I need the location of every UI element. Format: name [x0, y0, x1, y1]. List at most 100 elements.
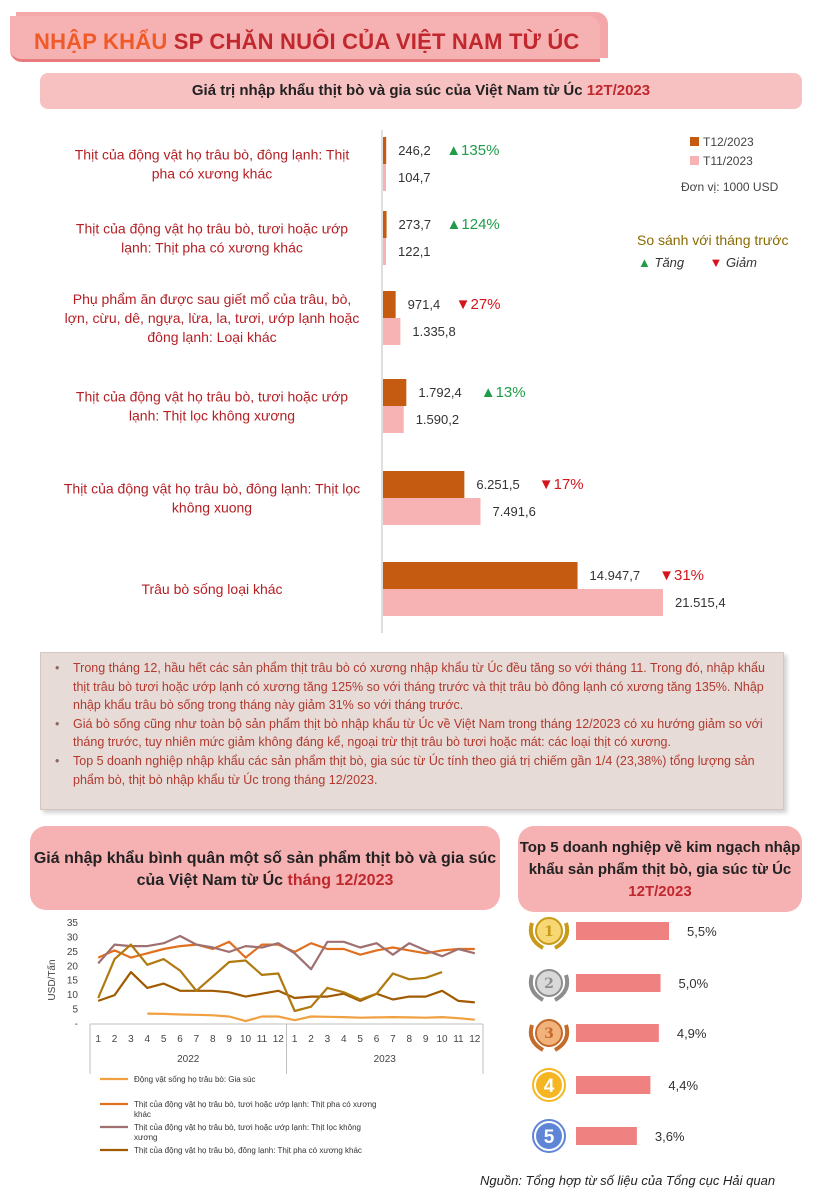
line-legend-line: Thịt của động vật họ trâu bò, tươi hoặc …	[134, 1100, 376, 1109]
x-tick-label: 6	[177, 1034, 183, 1045]
source-note: Nguồn: Tổng hợp từ số liệu của Tổng cục …	[480, 1173, 776, 1188]
line-legend-line: khác	[134, 1110, 151, 1119]
x-tick-label: 11	[257, 1034, 268, 1045]
medal-icon	[535, 969, 563, 997]
y-tick-label: 30	[67, 932, 79, 943]
bar-category-line: Phụ phẩm ăn được sau giết mổ của trâu, b…	[73, 291, 352, 307]
bar-category-label: Thịt của động vật họ trâu bò, tươi hoặc …	[76, 389, 348, 424]
line-series	[97, 934, 476, 971]
compare-legend: ▲ Tăng ▼ Giảm	[638, 255, 757, 270]
line-series	[147, 1012, 475, 1023]
bar-value-label-t12: 246,2	[398, 143, 431, 158]
bar-t12	[383, 137, 387, 164]
banner-main: NHẬP KHẨU SP CHĂN NUÔI CỦA VIỆT NAM TỪ Ú…	[10, 16, 600, 62]
rank-value-label: 5,5%	[687, 924, 717, 939]
rank-value-label: 3,6%	[655, 1129, 685, 1144]
bar-t12	[383, 291, 396, 318]
rank-value-label: 4,4%	[668, 1078, 698, 1093]
x-tick-label: 10	[437, 1034, 449, 1045]
y-tick-label: 20	[67, 961, 79, 972]
line-legend-line: Thịt của động vật họ trâu bò, tươi hoặc …	[134, 1123, 361, 1132]
bar-t12	[383, 471, 465, 498]
legend-swatch-t12	[690, 137, 699, 146]
medal-number: 2	[544, 976, 554, 992]
badge-icon	[536, 1072, 562, 1098]
compare-up-label: Tăng	[654, 255, 685, 270]
rank-bar	[576, 974, 661, 992]
x-tick-label: 3	[128, 1034, 134, 1045]
chart-subtitle: Giá trị nhập khẩu thịt bò và gia súc của…	[192, 82, 650, 99]
line-title-period: tháng 12/2023	[287, 872, 394, 889]
bar-category-line: lợn, cừu, dê, ngựa, lừa, la, tươi, ướp l…	[65, 310, 360, 326]
laurel-right-icon	[553, 1024, 570, 1052]
line-legend-label: Thịt của động vật họ trâu bò, tươi hoặc …	[134, 1100, 376, 1119]
bar-t11	[383, 406, 404, 433]
line-title-main: Giá nhập khẩu bình quân một số sản phẩm …	[33, 850, 497, 889]
rank-title-period: 12T/2023	[628, 883, 692, 900]
x-year-label: 2022	[177, 1054, 200, 1065]
x-tick-label: 7	[194, 1034, 200, 1045]
x-tick-label: 11	[453, 1034, 464, 1045]
badge-icon	[536, 1123, 562, 1149]
ranking-title: Top 5 doanh nghiệp về kim ngạch nhập khẩ…	[518, 837, 802, 903]
note-item: Top 5 doanh nghiệp nhập khẩu các sản phẩ…	[53, 752, 769, 789]
x-tick-label: 9	[226, 1034, 232, 1045]
notes-list: Trong tháng 12, hầu hết các sản phẩm thị…	[53, 659, 769, 789]
line-chart-title: Giá nhập khẩu bình quân một số sản phẩm …	[30, 848, 500, 892]
subtitle-box: Giá trị nhập khẩu thịt bò và gia súc của…	[40, 73, 802, 109]
legend-swatch-t11	[690, 156, 699, 165]
bar-value-label-t11: 104,7	[398, 170, 431, 185]
line-legend-line: Động vật sống họ trâu bò: Gia súc	[134, 1075, 255, 1084]
rank-bar	[576, 1076, 651, 1094]
laurel-right-icon	[553, 922, 570, 950]
down-triangle-icon: ▼	[709, 255, 723, 270]
line-chart-title-box: Giá nhập khẩu bình quân một số sản phẩm …	[30, 826, 500, 910]
y-tick-label: 5	[72, 1005, 78, 1016]
bar-category-line: không xuong	[172, 500, 252, 516]
rank-value-label: 5,0%	[679, 976, 709, 991]
rank-title-main: Top 5 doanh nghiệp về kim ngạch nhập khẩ…	[519, 839, 801, 878]
bar-value-label-t11: 1.590,2	[416, 412, 459, 427]
bar-category-line: Trâu bò sống loại khác	[141, 581, 282, 597]
laurel-left-icon	[528, 922, 545, 950]
medal-number: 3	[544, 1026, 554, 1042]
x-tick-label: 8	[210, 1034, 216, 1045]
x-tick-label: 10	[240, 1034, 252, 1045]
subtitle-main: Giá trị nhập khẩu thịt bò và gia súc của…	[191, 82, 587, 99]
compare-title: So sánh với tháng trước	[637, 232, 789, 248]
line-legend-line: Thịt của động vật họ trâu bò, đông lạnh:…	[134, 1146, 362, 1155]
bar-value-label-t11: 122,1	[398, 244, 431, 259]
line-legend-label: Thịt của động vật họ trâu bò, đông lạnh:…	[134, 1146, 362, 1155]
bar-t11	[383, 318, 401, 345]
bar-category-label: Phụ phẩm ăn được sau giết mổ của trâu, b…	[65, 291, 360, 345]
legend-label-t11: T11/2023	[703, 153, 753, 168]
bar-t11	[383, 498, 481, 525]
medal-icon	[535, 917, 563, 945]
x-tick-label: 7	[390, 1034, 396, 1045]
bar-change-label: ▲135%	[446, 142, 499, 159]
x-tick-label: 3	[325, 1034, 331, 1045]
bar-value-label-t11: 21.515,4	[675, 595, 726, 610]
x-tick-label: 8	[407, 1034, 413, 1045]
up-triangle-icon: ▲	[638, 255, 651, 270]
y-tick-label: 35	[67, 918, 79, 929]
bar-change-label: ▼27%	[456, 296, 501, 313]
title-highlight: NHẬP KHẨU	[34, 29, 168, 54]
bar-change-label: ▼31%	[659, 567, 704, 584]
bar-category-line: Thịt của động vật họ trâu bò, đông lạnh:…	[75, 147, 350, 163]
x-tick-label: 4	[341, 1034, 347, 1045]
rank-bar	[576, 922, 669, 940]
y-tick-label: -	[75, 1019, 78, 1030]
notes-box: Trong tháng 12, hầu hết các sản phẩm thị…	[40, 652, 784, 810]
compare-down-label: Giảm	[725, 255, 757, 270]
y-tick-label: 15	[67, 976, 79, 987]
line-legend-label: Động vật sống họ trâu bò: Gia súc	[134, 1075, 255, 1084]
bar-category-label: Thịt của động vật họ trâu bò, đông lạnh:…	[75, 147, 350, 182]
bar-t12	[383, 562, 578, 589]
subtitle-period: 12T/2023	[586, 82, 651, 99]
bar-value-label-t11: 7.491,6	[492, 504, 535, 519]
line-series	[97, 971, 475, 1004]
note-item: Trong tháng 12, hầu hết các sản phẩm thị…	[53, 659, 769, 715]
bar-value-label-t12: 1.792,4	[418, 385, 461, 400]
